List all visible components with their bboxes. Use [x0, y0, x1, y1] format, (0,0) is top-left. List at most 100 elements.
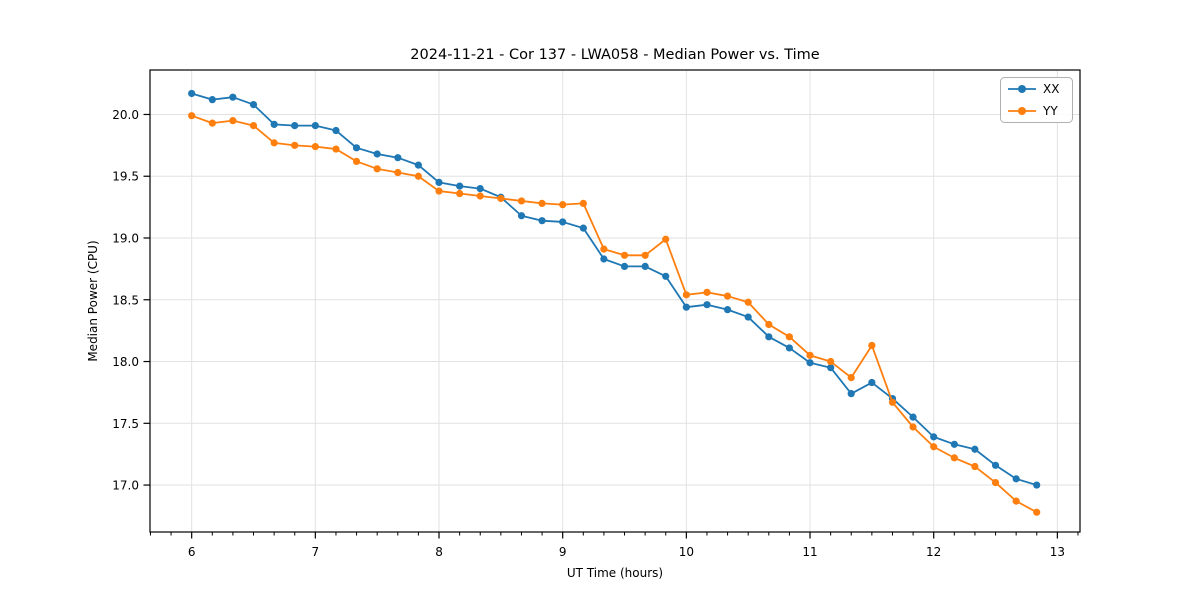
data-point-xx [249, 100, 258, 109]
data-point-yy [208, 119, 216, 127]
y-tick-label: 17.0 [112, 479, 139, 493]
y-tick-label: 18.5 [112, 293, 139, 307]
data-point-xx [517, 212, 526, 220]
data-point-xx [373, 150, 381, 158]
data-point-xx [229, 93, 237, 101]
legend-marker-xx [1018, 85, 1026, 93]
data-point-yy [806, 351, 814, 359]
data-point-yy [888, 398, 897, 406]
data-point-yy [394, 168, 402, 177]
data-point-xx [414, 161, 422, 169]
series-line-yy [191, 114, 1038, 514]
x-tick-label: 10 [679, 545, 694, 559]
data-point-yy [950, 454, 958, 462]
data-point-yy [744, 298, 752, 306]
data-point-xx [352, 144, 361, 152]
data-point-yy [847, 373, 855, 382]
data-point-yy [311, 142, 319, 151]
data-point-xx [188, 89, 196, 98]
y-tick-label: 19.5 [112, 170, 139, 184]
data-point-yy [600, 245, 608, 253]
data-point-xx [620, 262, 629, 271]
data-point-yy [662, 235, 670, 243]
data-point-yy [291, 141, 299, 149]
data-point-xx [744, 313, 752, 321]
data-point-xx [456, 182, 464, 190]
y-axis-label: Median Power (CPU) [86, 240, 100, 361]
data-point-yy [765, 320, 773, 329]
data-point-xx [847, 390, 855, 398]
data-point-xx [394, 154, 402, 162]
data-point-xx [723, 306, 732, 314]
data-point-yy [270, 139, 278, 147]
data-series [188, 89, 1041, 516]
data-point-yy [476, 192, 484, 200]
x-tick-label: 13 [1050, 545, 1065, 559]
data-point-xx [930, 433, 938, 441]
data-point-yy [1033, 508, 1041, 516]
chart-title: 2024-11-21 - Cor 137 - LWA058 - Median P… [410, 47, 819, 63]
data-point-yy [332, 145, 340, 153]
axis-ticks: 6 7 8 9 10 11 12 13 17.0 17.5 18.0 18.5 19.0 19.5 20.0 [112, 108, 1079, 559]
data-point-xx [435, 178, 443, 187]
data-point-yy [868, 341, 876, 350]
data-point-yy [229, 117, 237, 125]
data-point-yy [456, 189, 464, 198]
data-point-yy [249, 121, 258, 130]
data-point-yy [352, 157, 361, 166]
data-point-xx [311, 121, 319, 130]
x-tick-label: 9 [559, 545, 567, 559]
data-point-yy [930, 443, 938, 451]
data-point-xx [950, 440, 958, 448]
x-tick-label: 7 [312, 545, 320, 559]
x-tick-label: 8 [435, 545, 443, 559]
data-point-yy [435, 187, 443, 195]
plot-area-border [149, 69, 1081, 533]
data-point-xx [971, 445, 979, 453]
data-point-xx [868, 378, 876, 387]
data-point-yy [188, 112, 196, 120]
data-point-xx [1012, 475, 1020, 483]
data-point-yy [971, 462, 979, 471]
data-point-xx [538, 217, 546, 225]
data-point-yy [641, 251, 649, 259]
data-point-yy [559, 201, 567, 209]
grid-lines [150, 70, 1080, 532]
data-point-xx [682, 303, 690, 311]
y-tick-label: 20.0 [112, 108, 139, 122]
data-point-yy [414, 172, 422, 180]
data-point-xx [579, 224, 587, 232]
data-point-xx [332, 126, 340, 135]
data-point-yy [682, 291, 690, 299]
data-point-xx [806, 359, 814, 367]
data-point-yy [1012, 497, 1020, 505]
legend-label-yy: YY [1042, 104, 1058, 118]
data-point-xx [1033, 481, 1041, 489]
data-point-xx [662, 272, 670, 280]
data-point-yy [723, 292, 732, 300]
data-point-xx [270, 120, 278, 128]
data-point-xx [476, 184, 484, 193]
data-point-yy [517, 197, 526, 205]
data-point-xx [991, 461, 1000, 469]
legend: XX YY [1000, 77, 1073, 123]
x-tick-label: 11 [802, 545, 817, 559]
legend-marker-yy [1018, 107, 1026, 115]
data-point-yy [785, 333, 793, 341]
data-point-xx [600, 255, 608, 263]
y-tick-label: 17.5 [112, 417, 139, 431]
data-point-yy [991, 478, 1000, 487]
data-point-yy [373, 165, 381, 173]
data-point-yy [497, 194, 505, 203]
data-point-xx [827, 364, 835, 372]
data-point-yy [538, 199, 546, 208]
data-point-yy [620, 251, 629, 259]
data-point-yy [703, 288, 711, 296]
x-tick-label: 12 [926, 545, 941, 559]
data-point-yy [579, 199, 587, 208]
x-axis-label: UT Time (hours) [567, 566, 663, 580]
data-point-xx [765, 333, 773, 341]
data-point-yy [909, 423, 917, 431]
